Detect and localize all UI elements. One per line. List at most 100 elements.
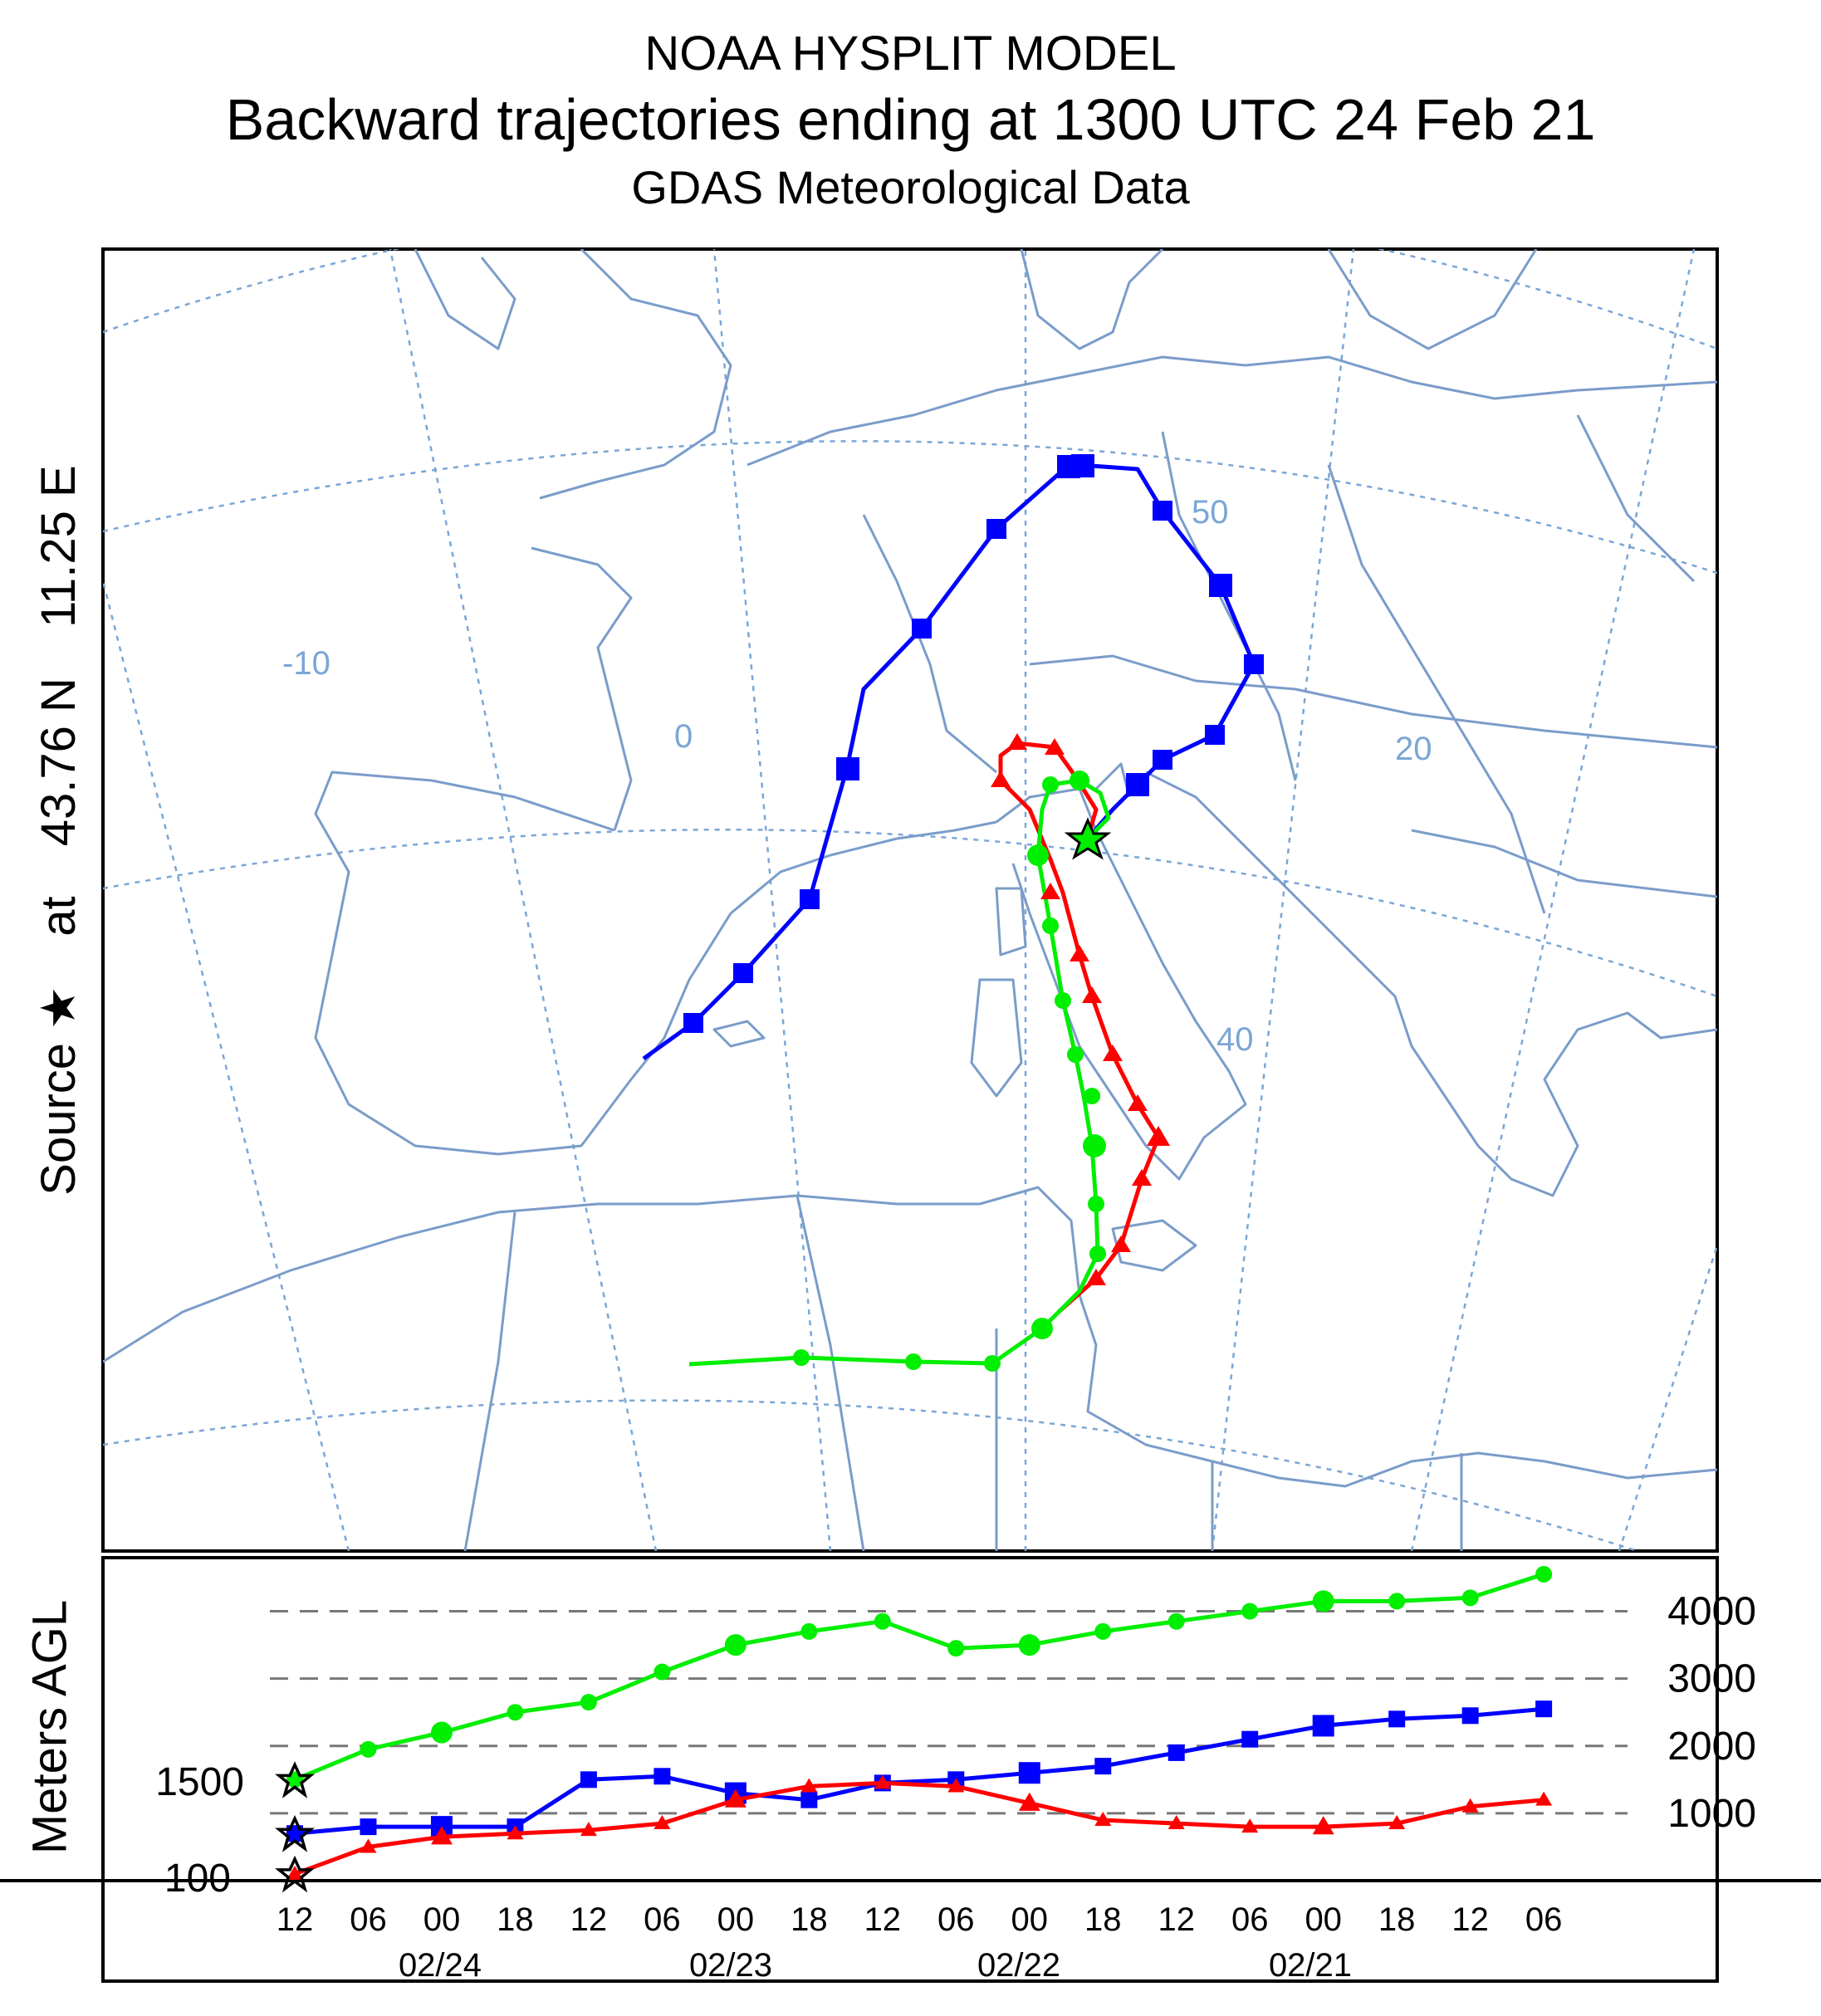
x-tick-1: 06 [350,1901,387,1938]
x-tick-0: 12 [277,1901,314,1938]
altitude-point-circle-15 [1388,1593,1406,1610]
altitude-point-triangle-14 [1312,1816,1334,1835]
altitude-line-square [294,1706,1544,1836]
right-tick-2000: 2000 [1667,1725,1756,1769]
graticule-labels: -10 0 50 20 40 30 [282,494,1802,1058]
x-tick-16: 12 [1451,1901,1489,1938]
left-tick-1500: 1500 [155,1760,244,1804]
date-label-0222: 02/22 [977,1947,1060,1984]
x-tick-10: 00 [1011,1901,1049,1938]
altitude-point-circle-10 [1018,1634,1040,1656]
altitude-point-square-1 [360,1818,377,1836]
altitude-point-triangle-17 [1535,1791,1553,1806]
graticule-label-lon-minus10: -10 [282,645,330,682]
right-tick-3000: 3000 [1667,1657,1756,1701]
altitude-point-circle-17 [1535,1565,1553,1583]
date-label-0224: 02/24 [399,1947,482,1984]
altitude-gridlines [270,1610,1628,1815]
altitude-start-star-icon-1 [275,1815,315,1852]
altitude-point-square-10 [1018,1762,1040,1784]
altitude-point-square-7 [800,1791,818,1808]
altitude-series [275,1565,1553,1893]
altitude-point-circle-13 [1241,1603,1259,1620]
altitude-point-square-15 [1388,1710,1406,1728]
altitude-point-triangle-1 [360,1838,377,1853]
altitude-point-triangle-0 [286,1865,303,1880]
data-source-title: GDAS Meteorological Data [631,161,1190,213]
altitude-point-circle-1 [360,1740,377,1758]
altitude-point-circle-14 [1312,1590,1334,1612]
x-tick-12: 12 [1158,1901,1195,1938]
altitude-line-circle [294,1572,1544,1782]
altitude-point-circle-2 [430,1721,453,1744]
x-tick-17: 06 [1525,1901,1563,1938]
trajectory-green-markers [793,771,1106,1372]
altitude-point-square-5 [654,1768,671,1785]
x-tick-4: 12 [570,1901,608,1938]
x-tick-14: 00 [1305,1901,1342,1938]
graticule-label-lon-0: 0 [674,718,693,755]
trajectory-red-markers [991,733,1170,1285]
altitude-start-star-icon-2 [275,1855,315,1893]
altitude-point-triangle-5 [654,1815,671,1830]
altitude-point-circle-9 [947,1640,965,1657]
x-tick-13: 06 [1231,1901,1269,1938]
altitude-left-tick-labels: 1500 100 [155,1760,244,1901]
altitude-date-labels: 02/24 02/23 02/22 02/21 [399,1947,1352,1984]
date-label-0223: 02/23 [689,1947,772,1984]
x-tick-5: 06 [644,1901,681,1938]
trajectory-title: Backward trajectories ending at 1300 UTC… [225,87,1596,152]
altitude-point-triangle-8 [874,1774,891,1789]
altitude-point-triangle-4 [580,1822,597,1837]
right-tick-1000: 1000 [1667,1792,1756,1836]
altitude-point-circle-3 [507,1704,524,1721]
x-tick-8: 12 [864,1901,902,1938]
x-tick-15: 18 [1378,1901,1416,1938]
altitude-point-circle-6 [724,1634,747,1656]
altitude-point-square-12 [1167,1744,1185,1761]
altitude-point-circle-7 [800,1622,818,1640]
map-content: -10 0 50 20 40 30 [103,249,1802,1551]
graticule-label-lon-30: 30 [1765,668,1802,705]
graticule-label-lat-40: 40 [1216,1021,1254,1058]
right-tick-4000: 4000 [1667,1590,1756,1634]
map-frame [101,247,1719,1553]
x-tick-11: 18 [1084,1901,1122,1938]
altitude-point-circle-12 [1167,1612,1185,1630]
altitude-point-circle-11 [1094,1622,1112,1640]
altitude-point-triangle-11 [1094,1812,1112,1826]
altitude-right-tick-labels: 4000 3000 2000 1000 [1667,1590,1756,1836]
altitude-point-circle-8 [874,1612,891,1630]
altitude-point-triangle-9 [947,1778,965,1793]
altitude-point-triangle-10 [1018,1792,1040,1811]
coastlines [103,249,1717,1551]
trajectory-blue-markers [683,454,1264,1033]
altitude-point-circle-4 [580,1694,597,1711]
altitude-point-circle-16 [1461,1589,1479,1607]
altitude-panel-frame [101,1556,1719,1983]
altitude-start-star-icon-0 [275,1761,315,1798]
graticule-label-lat-50: 50 [1192,494,1229,531]
altitude-point-triangle-6 [724,1788,747,1808]
altitude-point-square-16 [1461,1707,1479,1725]
altitude-x-tick-labels: 12 06 00 18 12 06 00 18 12 06 00 18 12 06 00 18 12 06 [277,1901,1563,1938]
altitude-point-square-11 [1094,1758,1112,1775]
altitude-line-triangle [294,1780,1544,1877]
model-title: NOAA HYSPLIT MODEL [644,27,1177,81]
altitude-point-triangle-16 [1461,1798,1479,1813]
graticule-label-lon-20: 20 [1395,731,1432,767]
altitude-point-circle-5 [654,1663,671,1681]
altitude-point-triangle-2 [430,1826,453,1845]
altitude-point-square-17 [1535,1700,1553,1718]
altitude-point-triangle-13 [1241,1818,1259,1833]
x-tick-7: 18 [791,1901,828,1938]
left-tick-100: 100 [164,1857,231,1901]
date-label-0221: 02/21 [1269,1947,1352,1984]
altitude-point-triangle-3 [507,1825,524,1840]
x-tick-3: 18 [497,1901,534,1938]
x-tick-6: 00 [717,1901,755,1938]
altitude-point-triangle-12 [1167,1815,1185,1830]
altitude-point-triangle-15 [1388,1815,1406,1830]
altitude-point-square-4 [580,1771,597,1788]
